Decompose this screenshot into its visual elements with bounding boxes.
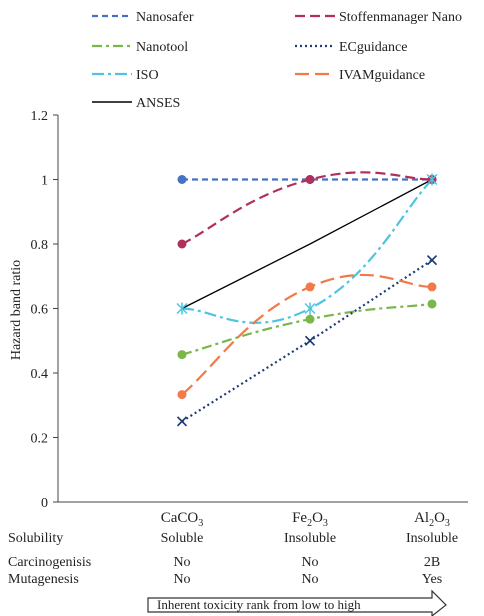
- legend-item-iso: ISO: [92, 68, 159, 83]
- rank-arrow-label: Inherent toxicity rank from low to high: [157, 597, 361, 612]
- x-tick-label: CaCO3: [161, 510, 204, 529]
- data-point-ivamguidance: [305, 282, 315, 292]
- legend-item-stoffenmanager-nano: Stoffenmanager Nano: [295, 10, 462, 25]
- legend-label: Nanosafer: [136, 10, 194, 25]
- cell-carcinogenisis: No: [301, 555, 318, 570]
- data-point-nanotool: [305, 314, 315, 324]
- legend-item-nanosafer: Nanosafer: [92, 10, 194, 25]
- toxicity-rank-arrow: Inherent toxicity rank from low to high: [147, 589, 447, 616]
- row-label-mutagenesis: Mutagenesis: [8, 572, 79, 587]
- legend-label: ISO: [136, 68, 159, 83]
- data-point-ivamguidance: [427, 282, 437, 292]
- data-point-ecguidance: [176, 416, 188, 427]
- y-tick-label: 1: [41, 174, 48, 189]
- x-axis: CaCO3 Fe2O3 Al2O3: [58, 501, 468, 529]
- legend: Nanosafer Stoffenmanager Nano Nanotool ECgu…: [92, 10, 462, 111]
- data-point-ecguidance: [426, 255, 438, 266]
- x-tick-label: Al2O3: [414, 510, 450, 529]
- y-tick-label: 0.4: [31, 367, 49, 382]
- series-line-anses: [181, 178, 433, 310]
- y-tick-label: 0: [41, 496, 48, 511]
- y-tick-label: 1.2: [31, 109, 49, 124]
- data-point-ivamguidance: [177, 390, 187, 400]
- data-point-stoffenmanager-nano: [177, 239, 187, 249]
- legend-label: Nanotool: [136, 40, 188, 55]
- legend-label: ECguidance: [339, 40, 407, 55]
- series-line-stoffenmanager-nano: [181, 171, 433, 245]
- data-point-iso: [426, 173, 438, 186]
- cell-mutagenesis: No: [173, 572, 190, 587]
- data-point-ecguidance: [304, 335, 316, 346]
- cell-carcinogenisis: 2B: [424, 555, 440, 570]
- row-label-carcinogenisis: Carcinogenisis: [8, 555, 91, 570]
- data-point-iso: [304, 302, 316, 315]
- y-tick-label: 0.8: [31, 238, 49, 253]
- x-tick-label: Fe2O3: [292, 510, 328, 529]
- data-point-nanotool: [427, 299, 437, 309]
- legend-item-ecguidance: ECguidance: [295, 40, 407, 55]
- legend-label: ANSES: [136, 96, 180, 111]
- markers-layer: [176, 173, 438, 427]
- y-tick-label: 0.6: [31, 303, 49, 318]
- cell-solubility: Soluble: [161, 531, 204, 546]
- property-table: Solubility Soluble Insoluble Insoluble Carci…: [8, 531, 458, 587]
- row-label-solubility: Solubility: [8, 531, 63, 546]
- legend-item-anses: ANSES: [92, 96, 180, 111]
- cell-mutagenesis: Yes: [422, 572, 442, 587]
- series-line-ivamguidance: [181, 273, 433, 396]
- rank-arrow-shape: [147, 589, 447, 616]
- cell-mutagenesis: No: [301, 572, 318, 587]
- y-tick-label: 0.2: [31, 432, 49, 447]
- legend-item-ivamguidance: IVAMguidance: [295, 68, 425, 83]
- legend-item-nanotool: Nanotool: [92, 40, 188, 55]
- series-layer: [181, 171, 433, 423]
- y-axis: 0 0.2 0.4 0.6 0.8 1 1.2: [31, 109, 59, 511]
- data-point-stoffenmanager-nano: [305, 175, 315, 184]
- data-point-nanosafer: [177, 175, 187, 184]
- legend-label: Stoffenmanager Nano: [339, 10, 462, 25]
- y-axis-label: Hazard band ratio: [9, 260, 24, 360]
- cell-solubility: Insoluble: [284, 531, 336, 546]
- cell-solubility: Insoluble: [406, 531, 458, 546]
- legend-label: IVAMguidance: [339, 68, 425, 83]
- data-point-iso: [176, 302, 188, 315]
- series-line-iso: [181, 178, 433, 324]
- data-point-nanotool: [177, 350, 187, 360]
- cell-carcinogenisis: No: [173, 555, 190, 570]
